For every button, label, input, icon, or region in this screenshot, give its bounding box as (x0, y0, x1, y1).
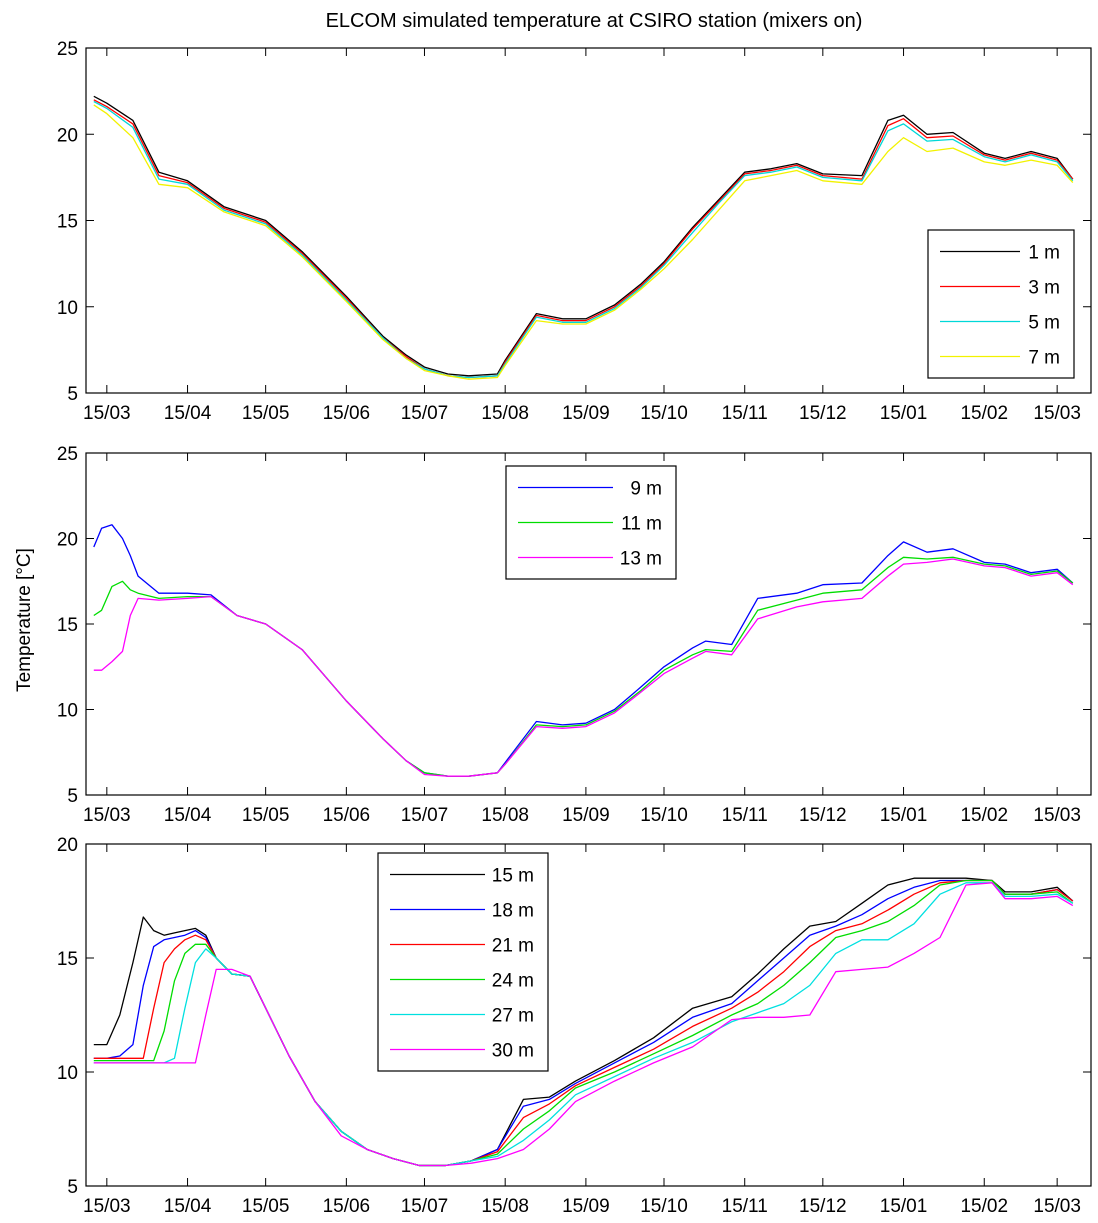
y-tick-label: 10 (57, 298, 78, 319)
series-line-7m (93, 104, 1074, 380)
x-tick-label: 15/03 (83, 403, 131, 424)
x-tick-label: 15/04 (164, 805, 212, 826)
x-tick-label: 15/12 (799, 1196, 847, 1217)
x-tick-label: 15/06 (323, 1196, 371, 1217)
y-tick-label: 5 (67, 786, 78, 807)
x-tick-label: 15/01 (880, 805, 928, 826)
panel-middle: 5 10 15 20 25 15/03 15/04 15/05 15/06 15/07 15/08 1… (57, 444, 1092, 826)
y-tick-label: 15 (57, 615, 78, 636)
y-tick-label: 20 (57, 835, 78, 856)
series-line-11m (93, 556, 1074, 777)
legend-label: 24 m (492, 971, 534, 992)
figure-title: ELCOM simulated temperature at CSIRO sta… (326, 10, 863, 32)
x-tick-label: 15/06 (323, 403, 371, 424)
x-tick-label: 15/08 (481, 403, 529, 424)
legend-label: 11 m (621, 514, 662, 535)
panel-bottom: 5 10 15 20 15/03 15/04 15/05 15/06 15/07 15/08 15/… (57, 835, 1092, 1217)
y-tick-label: 10 (57, 1063, 78, 1084)
y-tick-label: 5 (67, 1177, 78, 1198)
series-line-13m (93, 558, 1074, 777)
x-tick-label: 15/02 (960, 1196, 1008, 1217)
legend-label: 3 m (1028, 278, 1060, 299)
x-tick-label: 15/08 (481, 1196, 529, 1217)
x-tick-label: 15/11 (722, 403, 768, 424)
x-tick-label: 15/09 (562, 805, 610, 826)
y-axis-label: Temperature [°C] (14, 548, 35, 692)
x-tick-label: 15/04 (164, 1196, 212, 1217)
y-tick-label: 10 (57, 701, 78, 722)
x-tick-label: 15/03 (83, 805, 131, 826)
legend: 1 m 3 m 5 m 7 m (927, 229, 1075, 379)
series-line-1m (93, 95, 1074, 377)
series-line-27m (93, 882, 1074, 1167)
y-tick-label: 5 (67, 384, 78, 405)
legend-label: 27 m (492, 1006, 534, 1027)
legend-label: 18 m (492, 901, 534, 922)
y-tick-label: 25 (57, 39, 78, 60)
axes-box (85, 843, 1092, 1187)
x-tick-label: 15/10 (640, 805, 688, 826)
legend: 9 m 11 m 13 m (505, 465, 677, 580)
x-tick-label: 15/07 (401, 403, 449, 424)
series-line-3m (93, 99, 1074, 379)
x-tick-label: 15/02 (960, 403, 1008, 424)
x-tick-label: 15/08 (481, 805, 529, 826)
x-tick-label: 15/04 (164, 403, 212, 424)
x-tick-label: 15/07 (401, 805, 449, 826)
x-tick-label: 15/02 (960, 805, 1008, 826)
x-tick-label: 15/09 (562, 403, 610, 424)
x-tick-label: 15/11 (722, 805, 768, 826)
legend-box (377, 852, 549, 1072)
series-line-9m (93, 524, 1074, 777)
legend-label: 5 m (1028, 313, 1060, 334)
legend-label: 15 m (492, 866, 534, 887)
y-tick-label: 20 (57, 530, 78, 551)
series-group (93, 524, 1074, 777)
y-tick-label: 15 (57, 949, 78, 970)
x-tick-label: 15/10 (640, 403, 688, 424)
series-group (93, 95, 1074, 380)
x-tick-label: 15/10 (640, 1196, 688, 1217)
y-tick-label: 20 (57, 125, 78, 146)
series-group (93, 877, 1074, 1167)
x-tick-label: 15/09 (562, 1196, 610, 1217)
x-tick-label: 15/03 (83, 1196, 131, 1217)
x-tick-label: 15/07 (401, 1196, 449, 1217)
x-tick-label: 15/06 (323, 805, 371, 826)
y-tick-label: 15 (57, 212, 78, 233)
legend-label: 30 m (492, 1041, 534, 1062)
series-line-30m (93, 882, 1074, 1167)
legend-label: 13 m (620, 549, 662, 570)
x-tick-label: 15/11 (722, 1196, 768, 1217)
x-tick-label: 15/12 (799, 805, 847, 826)
x-tick-label: 15/01 (880, 1196, 928, 1217)
x-tick-label: 15/01 (880, 403, 928, 424)
legend-label: 7 m (1028, 348, 1060, 369)
series-line-5m (93, 100, 1074, 379)
x-tick-label: 15/03 (1033, 805, 1081, 826)
x-tick-label: 15/03 (1033, 1196, 1081, 1217)
legend: 15 m 18 m 21 m 24 m 27 m 30 m (377, 852, 549, 1072)
legend-box (927, 229, 1075, 379)
x-tick-label: 15/12 (799, 403, 847, 424)
y-tick-label: 25 (57, 444, 78, 465)
x-tick-label: 15/05 (242, 1196, 290, 1217)
panel-top: 5 10 15 20 25 15/03 15/04 15/05 15/06 15/07 15/08 1… (57, 39, 1092, 424)
x-tick-label: 15/05 (242, 805, 290, 826)
x-tick-label: 15/05 (242, 403, 290, 424)
legend-label: 9 m (630, 479, 662, 500)
legend-label: 1 m (1028, 243, 1060, 264)
x-tick-label: 15/03 (1033, 403, 1081, 424)
legend-label: 21 m (492, 936, 534, 957)
